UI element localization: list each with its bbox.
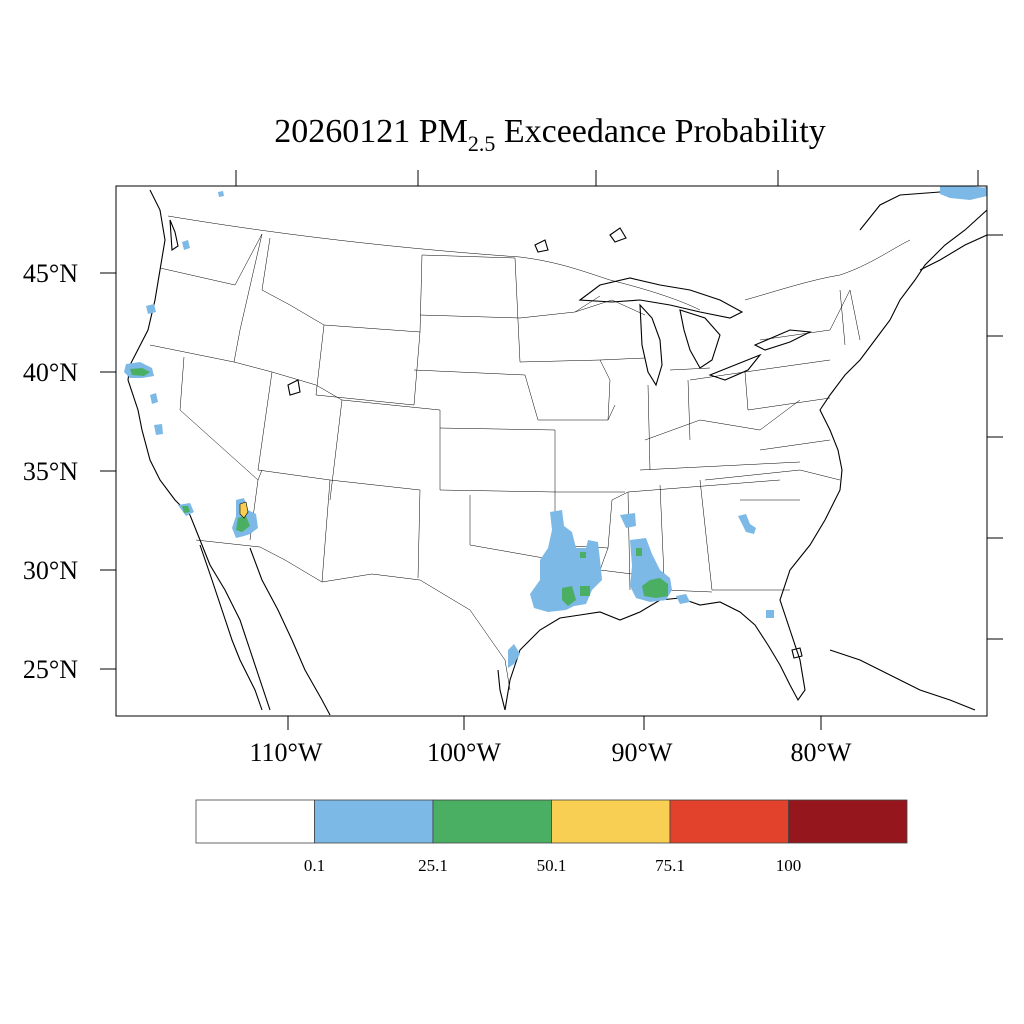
area-ca-small2 bbox=[154, 424, 163, 435]
title-prefix: 20260121 PM bbox=[274, 113, 468, 150]
map-ticks bbox=[100, 170, 1003, 730]
area-oregon-dot bbox=[146, 304, 156, 314]
map-frame bbox=[115, 185, 988, 717]
legend-box-2 bbox=[432, 799, 552, 844]
legend-box-3 bbox=[551, 799, 671, 844]
state-boundaries bbox=[149, 233, 861, 605]
lat-label-35: 35°N bbox=[23, 457, 78, 486]
green-arizona bbox=[236, 516, 250, 532]
legend-box-5 bbox=[788, 799, 908, 844]
legend-box-4 bbox=[669, 799, 789, 844]
legend-label-0: 0.1 bbox=[304, 856, 325, 875]
area-bc-dot bbox=[218, 191, 224, 197]
probability-green-areas bbox=[130, 368, 668, 606]
green-la-east bbox=[580, 586, 590, 596]
lat-label-45: 45°N bbox=[23, 259, 78, 288]
lon-label-110: 110°W bbox=[250, 738, 323, 767]
area-ca-small1 bbox=[150, 393, 158, 404]
area-wa-dot bbox=[182, 240, 190, 250]
area-fl-panhandle bbox=[676, 594, 690, 604]
title-suffix: Exceedance Probability bbox=[495, 113, 825, 150]
legend-label-2: 50.1 bbox=[537, 856, 567, 875]
probability-blue-areas bbox=[124, 186, 987, 668]
green-miss-coast bbox=[642, 578, 668, 598]
legend-label-3: 75.1 bbox=[655, 856, 685, 875]
lat-label-25: 25°N bbox=[23, 655, 78, 684]
map-title: 20260121 PM2.5 Exceedance Probability bbox=[274, 113, 826, 156]
green-la bbox=[182, 506, 190, 513]
latitude-labels: 45°N 40°N 35°N 30°N 25°N bbox=[23, 259, 78, 684]
lon-label-100: 100°W bbox=[427, 738, 501, 767]
title-subscript: 2.5 bbox=[468, 131, 496, 156]
area-quebec bbox=[940, 186, 987, 200]
legend-box-1 bbox=[314, 799, 434, 844]
lat-label-30: 30°N bbox=[23, 556, 78, 585]
legend-colorbar bbox=[195, 799, 908, 844]
legend-label-1: 25.1 bbox=[418, 856, 448, 875]
green-miss-dot bbox=[636, 548, 642, 556]
longitude-labels: 110°W 100°W 90°W 80°W bbox=[250, 738, 852, 767]
legend-labels: 0.1 25.1 50.1 75.1 100 bbox=[304, 856, 801, 875]
green-la-river bbox=[562, 586, 576, 606]
area-georgia bbox=[738, 514, 756, 534]
green-la-north bbox=[580, 552, 586, 558]
country-boundaries bbox=[167, 215, 911, 691]
map-panel bbox=[124, 186, 987, 716]
lon-label-80: 80°W bbox=[791, 738, 852, 767]
yellow-arizona bbox=[239, 501, 249, 519]
lat-label-40: 40°N bbox=[23, 358, 78, 387]
green-california bbox=[130, 368, 150, 376]
area-alabama bbox=[620, 513, 636, 528]
coastlines bbox=[127, 187, 987, 716]
legend-box-0 bbox=[195, 799, 315, 844]
area-fl-east bbox=[766, 610, 774, 618]
lon-label-90: 90°W bbox=[612, 738, 673, 767]
area-houston bbox=[508, 644, 520, 668]
legend-label-4: 100 bbox=[776, 856, 802, 875]
probability-yellow-areas bbox=[239, 501, 249, 519]
